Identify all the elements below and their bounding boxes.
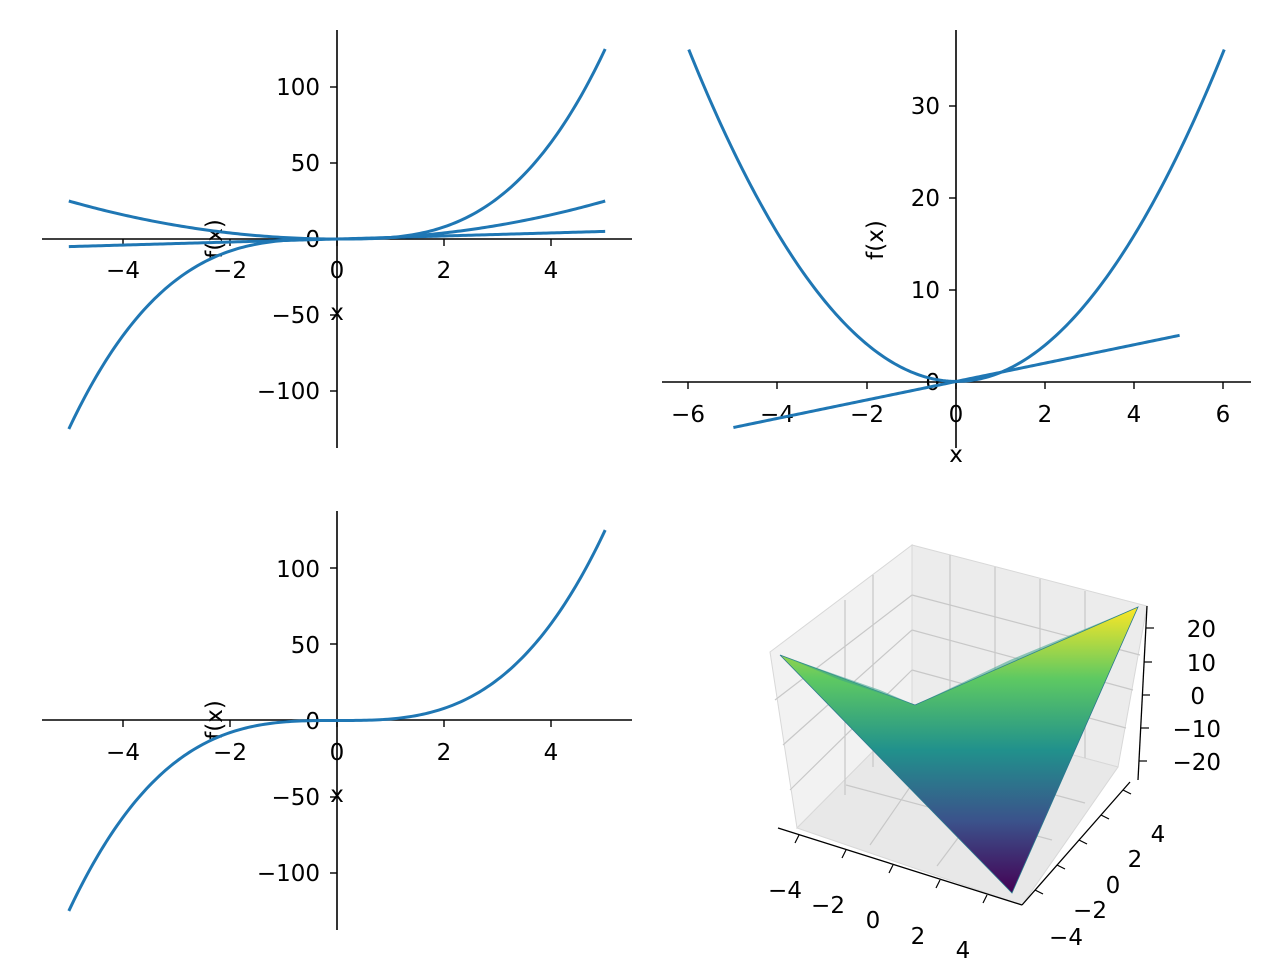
series-line-x <box>733 333 1180 429</box>
x-tick-label: −4 <box>106 740 140 766</box>
y-tick-label: 0 <box>1106 873 1121 899</box>
x-tick-label: 0 <box>949 402 964 428</box>
x-tick-label: −4 <box>106 258 140 284</box>
x-tick-label: 0 <box>330 740 345 766</box>
plot-top-right: −6 −4 −2 0 2 4 6 0 10 20 30 x f(x) <box>662 30 1251 468</box>
x-tick-label: −4 <box>768 878 802 904</box>
grid-line <box>789 669 913 791</box>
y-tick-label: 4 <box>1151 822 1166 848</box>
z-tick-label: 0 <box>1190 684 1205 710</box>
y-tick-label: 2 <box>1128 847 1143 873</box>
x-tick-label: −6 <box>671 402 705 428</box>
x-tick-label: 2 <box>437 258 452 284</box>
x-tick-mark <box>935 879 941 889</box>
y-tick-label: 50 <box>291 151 320 177</box>
x-tick-label: 4 <box>1127 402 1142 428</box>
y-tick-label: 10 <box>911 278 940 304</box>
y-tick-label: −50 <box>271 303 320 329</box>
x-tick-label: 4 <box>956 938 971 960</box>
plot-bottom-left: −4 −2 0 2 4 −100 −50 0 50 100 x f(x) <box>42 511 632 930</box>
y-tick-label: −100 <box>257 379 320 405</box>
y-axis-label: f(x) <box>863 220 889 260</box>
x-tick-mark <box>841 849 847 859</box>
x-tick-label: −2 <box>850 402 884 428</box>
x-tick-label: 4 <box>544 258 559 284</box>
y-tick-label: 0 <box>925 370 940 396</box>
y-tick-label: 50 <box>291 633 320 659</box>
grid-line <box>774 594 913 701</box>
z-tick-label: −20 <box>1172 750 1221 776</box>
y-tick-mark <box>1056 864 1066 870</box>
y-tick-mark <box>1100 814 1110 820</box>
x-tick-label: 0 <box>330 258 345 284</box>
plot-3d-surface: −4 −2 0 2 4 −4 −2 0 2 4 20 10 0 −10 −20 <box>768 543 1221 960</box>
x-tick-label: 2 <box>437 740 452 766</box>
y-tick-label: 30 <box>911 94 940 120</box>
y-tick-label: 100 <box>276 75 320 101</box>
x-tick-mark <box>794 834 800 844</box>
y-tick-label: −100 <box>257 861 320 887</box>
z-tick-label: −10 <box>1172 717 1221 743</box>
y-axis-label: f(x) <box>202 700 228 740</box>
x-tick-label: −2 <box>811 893 845 919</box>
x-tick-label: 0 <box>866 908 881 934</box>
x-axis-line <box>777 827 1023 906</box>
x-tick-label: −2 <box>213 258 247 284</box>
x-tick-label: 4 <box>544 740 559 766</box>
x-tick-mark <box>982 894 988 904</box>
x-axis-label: x <box>330 782 344 808</box>
series-line-xpow3 <box>67 48 607 430</box>
y-tick-label: 100 <box>276 557 320 583</box>
z-tick-label: 10 <box>1187 651 1216 677</box>
x-tick-label: 2 <box>1038 402 1053 428</box>
x-tick-label: 2 <box>911 924 926 950</box>
surface-upper-fold <box>780 607 1138 705</box>
x-tick-label: 6 <box>1216 402 1231 428</box>
y-tick-mark <box>1122 789 1132 795</box>
plot-top-left: −4 −2 0 2 4 −100 −50 0 50 100 x f(x) <box>42 30 632 448</box>
x-axis-label: x <box>330 300 344 326</box>
x-axis-label: x <box>949 442 963 468</box>
y-tick-mark <box>1034 889 1044 895</box>
y-tick-label: −2 <box>1073 898 1107 924</box>
y-tick-label: −50 <box>271 785 320 811</box>
x-tick-mark <box>888 864 894 874</box>
y-tick-label: 20 <box>911 186 940 212</box>
y-axis-line <box>1021 781 1131 906</box>
y-tick-label: −4 <box>1049 925 1083 951</box>
series-line-xpow3 <box>67 529 607 912</box>
z-tick-label: 20 <box>1187 617 1216 643</box>
y-tick-mark <box>1078 839 1088 845</box>
x-tick-label: −2 <box>213 740 247 766</box>
z-axis-line <box>1137 605 1148 781</box>
